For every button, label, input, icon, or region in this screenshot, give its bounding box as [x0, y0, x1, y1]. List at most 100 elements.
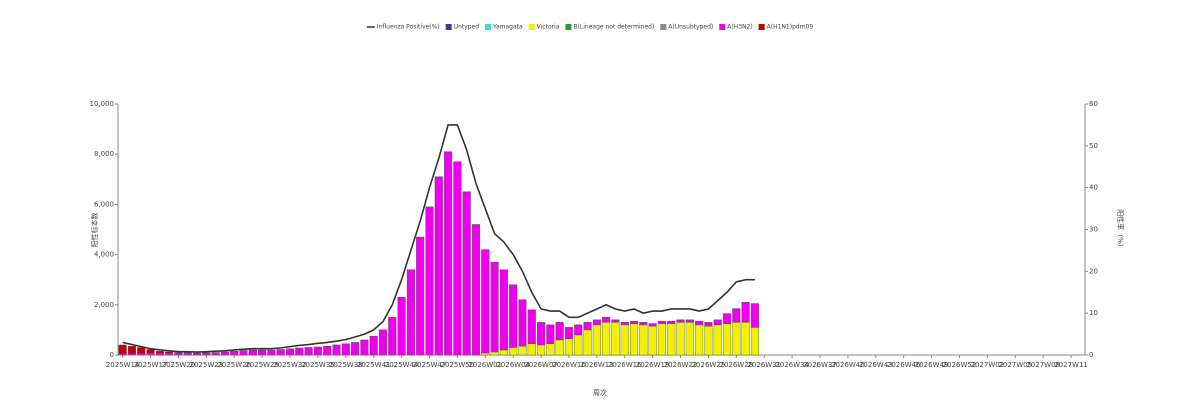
y2-tick-label: 20: [1089, 267, 1098, 275]
y2-axis-title: 阳性率（%）: [1116, 209, 1125, 251]
legend-swatch: [445, 24, 452, 30]
bar: [537, 322, 546, 346]
bar: [546, 324, 555, 344]
bar: [685, 319, 694, 323]
legend-label: A(H1N1)pdm09: [767, 24, 814, 31]
bar: [462, 191, 471, 356]
bar: [685, 322, 694, 356]
bar: [248, 349, 257, 356]
bar: [574, 324, 583, 336]
bar: [722, 323, 732, 356]
y2-tick-label: 40: [1089, 184, 1098, 192]
bar: [406, 269, 415, 356]
bar: [583, 322, 592, 331]
x-tick-label: 2025W20: [162, 361, 196, 369]
bar: [425, 206, 434, 356]
bar: [667, 321, 676, 324]
bar: [304, 347, 313, 356]
bar: [527, 309, 536, 344]
legend-swatch: [565, 24, 572, 30]
bar: [518, 299, 527, 347]
bar: [230, 351, 239, 356]
bar: [648, 323, 657, 327]
y-tick-label: 8,000: [94, 150, 114, 158]
y2-tick-label: 60: [1089, 100, 1098, 108]
bar: [574, 334, 583, 356]
x-tick-label: 2026W34: [775, 361, 809, 369]
bar: [313, 346, 322, 356]
bar: [434, 176, 443, 356]
x-tick-label: 2025W29: [245, 361, 279, 369]
bar: [416, 236, 425, 356]
bar: [285, 348, 295, 356]
bar: [183, 352, 192, 356]
bar: [704, 322, 713, 327]
bar: [527, 343, 536, 356]
x-tick-label: 2027W02: [971, 361, 1005, 369]
x-tick-label: 2026W49: [915, 361, 949, 369]
y-tick-label: 6,000: [94, 200, 114, 208]
bar: [667, 323, 676, 356]
bar: [648, 325, 657, 356]
bar: [118, 344, 127, 354]
line: [122, 124, 755, 353]
x-tick-label: 2025W14: [106, 361, 140, 369]
x-tick-label: 2026W22: [664, 361, 698, 369]
x-tick-label: 2025W35: [301, 361, 335, 369]
x-tick-label: 2026W40: [831, 361, 865, 369]
bar: [239, 350, 248, 356]
bar: [592, 319, 601, 326]
bar: [732, 308, 741, 323]
bar: [713, 324, 722, 356]
bar: [750, 327, 759, 356]
bar: [509, 347, 518, 356]
y2-tick-label: 30: [1089, 226, 1098, 234]
legend-label: Yamagata: [492, 24, 523, 31]
legend-label: Influenza Positive(%): [377, 24, 440, 31]
legend-label: Untyped: [454, 24, 480, 31]
legend-label: Victoria: [537, 24, 560, 31]
y2-tick-label: 50: [1089, 142, 1098, 150]
bar: [602, 317, 611, 323]
bar: [211, 352, 220, 356]
bar: [602, 322, 611, 356]
bar: [583, 329, 592, 356]
x-tick-label: 2025W32: [273, 361, 307, 369]
bar: [295, 347, 304, 356]
y-tick-label: 2,000: [94, 301, 114, 309]
legend-label: B(Lineage not determined): [573, 24, 654, 31]
bar: [592, 324, 601, 356]
x-tick-label: 2026W46: [887, 361, 921, 369]
bar: [620, 324, 629, 356]
bar: [388, 317, 397, 356]
bar: [276, 349, 285, 356]
x-tick-label: 2025W17: [134, 361, 168, 369]
x-tick-label: 2026W01: [468, 361, 502, 369]
bar: [555, 322, 564, 341]
x-tick-label: 2026W52: [943, 361, 977, 369]
bar: [341, 343, 350, 356]
bar: [732, 322, 741, 356]
bar: [174, 352, 183, 354]
y-axis-title: 阳性标本数: [90, 213, 99, 248]
legend-swatch: [660, 24, 667, 30]
x-tick-label: 2025W44: [385, 361, 419, 369]
legend-swatch: [485, 24, 492, 30]
bar: [490, 262, 499, 353]
bar: [267, 349, 276, 356]
bar: [137, 347, 146, 354]
bar: [174, 352, 183, 356]
x-tick-label: 2026W31: [747, 361, 781, 369]
x-tick-label: 2026W37: [803, 361, 837, 369]
bar: [537, 344, 546, 356]
bar: [509, 284, 518, 348]
bar: [741, 322, 750, 356]
x-tick-label: 2026W19: [636, 361, 670, 369]
x-tick-label: 2026W10: [552, 361, 586, 369]
bar: [471, 224, 481, 356]
bar: [629, 321, 639, 324]
bar: [704, 325, 713, 356]
bar: [453, 161, 462, 356]
x-tick-label: 2026W13: [580, 361, 614, 369]
